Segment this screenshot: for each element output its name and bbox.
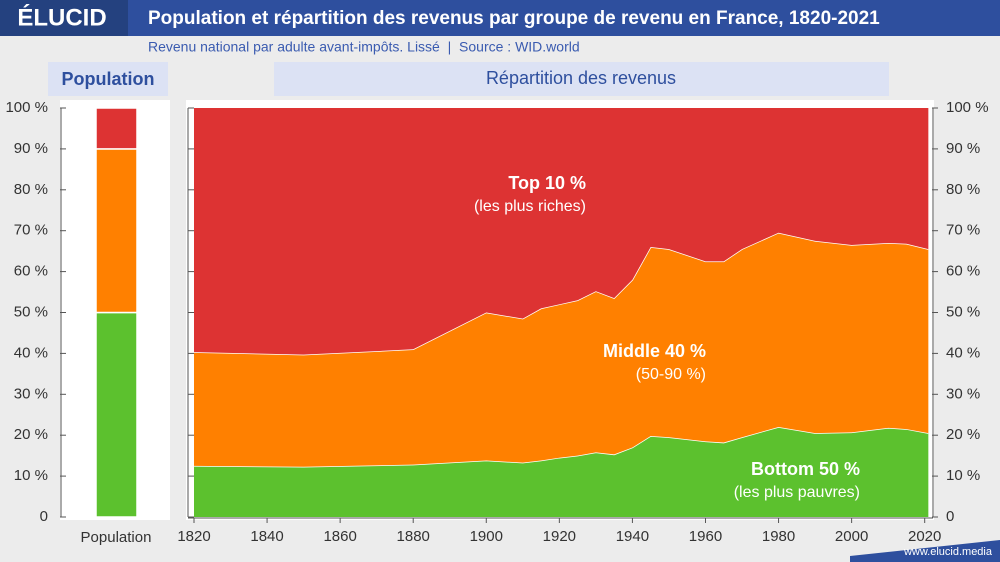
y-tick-label: 100 % xyxy=(5,99,48,116)
footer: www.elucid.media xyxy=(903,546,993,558)
logo: ÉLUCID xyxy=(17,3,106,31)
footer-shape xyxy=(850,540,1000,562)
y-tick-label: 70 % xyxy=(946,222,980,239)
bar-segment xyxy=(95,107,138,150)
y-tick-label: 80 % xyxy=(946,181,980,198)
bar-segment xyxy=(95,311,138,518)
y-tick-label: 0 xyxy=(40,508,48,525)
y-tick-label: 20 % xyxy=(946,426,980,443)
y-tick-label: 30 % xyxy=(14,385,48,402)
x-tick-label: 1940 xyxy=(616,528,649,545)
logo-box xyxy=(0,0,128,36)
x-tick-label: Population xyxy=(81,529,152,546)
y-tick-label: 30 % xyxy=(946,385,980,402)
y-tick-label: 80 % xyxy=(14,181,48,198)
x-tick-label: 1880 xyxy=(397,528,430,545)
series-sublabel: (les plus pauvres) xyxy=(734,484,860,501)
y-tick-label: 100 % xyxy=(946,99,989,116)
area xyxy=(194,427,929,517)
panel-header xyxy=(274,62,889,96)
title: Population et répartition des revenus pa… xyxy=(148,8,880,29)
x-tick-label: 1860 xyxy=(323,528,356,545)
y-tick-label: 10 % xyxy=(946,467,980,484)
y-tick-label: 90 % xyxy=(946,140,980,157)
y-tick-label: 20 % xyxy=(14,426,48,443)
x-tick-label: 1820 xyxy=(177,528,210,545)
y-tick-label: 40 % xyxy=(14,344,48,361)
panel-header xyxy=(48,62,168,96)
panel-title: Population xyxy=(62,69,155,89)
y-tick-label: 40 % xyxy=(946,344,980,361)
area xyxy=(194,232,929,467)
series-sublabel: (50-90 %) xyxy=(636,366,706,383)
x-tick-label: 1840 xyxy=(250,528,283,545)
series-sublabel: (les plus riches) xyxy=(474,198,586,215)
y-tick-label: 50 % xyxy=(14,303,48,320)
x-tick-label: 2000 xyxy=(835,528,868,545)
series-label: Middle 40 % xyxy=(603,341,706,361)
x-tick-label: 1960 xyxy=(689,528,722,545)
header-bar xyxy=(0,0,1000,36)
x-tick-label: 2020 xyxy=(908,528,941,545)
y-tick-label: 10 % xyxy=(14,467,48,484)
series-label: Bottom 50 % xyxy=(751,459,860,479)
subtitle: Revenu national par adulte avant-impôts.… xyxy=(148,39,580,55)
panel-title: Répartition des revenus xyxy=(486,68,676,88)
y-tick-label: 50 % xyxy=(946,303,980,320)
x-tick-label: 1980 xyxy=(762,528,795,545)
x-tick-label: 1900 xyxy=(470,528,503,545)
y-tick-label: 60 % xyxy=(946,263,980,280)
y-tick-label: 60 % xyxy=(14,263,48,280)
y-tick-label: 90 % xyxy=(14,140,48,157)
y-tick-label: 0 xyxy=(946,508,954,525)
area xyxy=(194,108,929,355)
series-label: Top 10 % xyxy=(508,173,586,193)
y-tick-label: 70 % xyxy=(14,222,48,239)
x-tick-label: 1920 xyxy=(543,528,576,545)
bar-segment xyxy=(95,148,138,314)
